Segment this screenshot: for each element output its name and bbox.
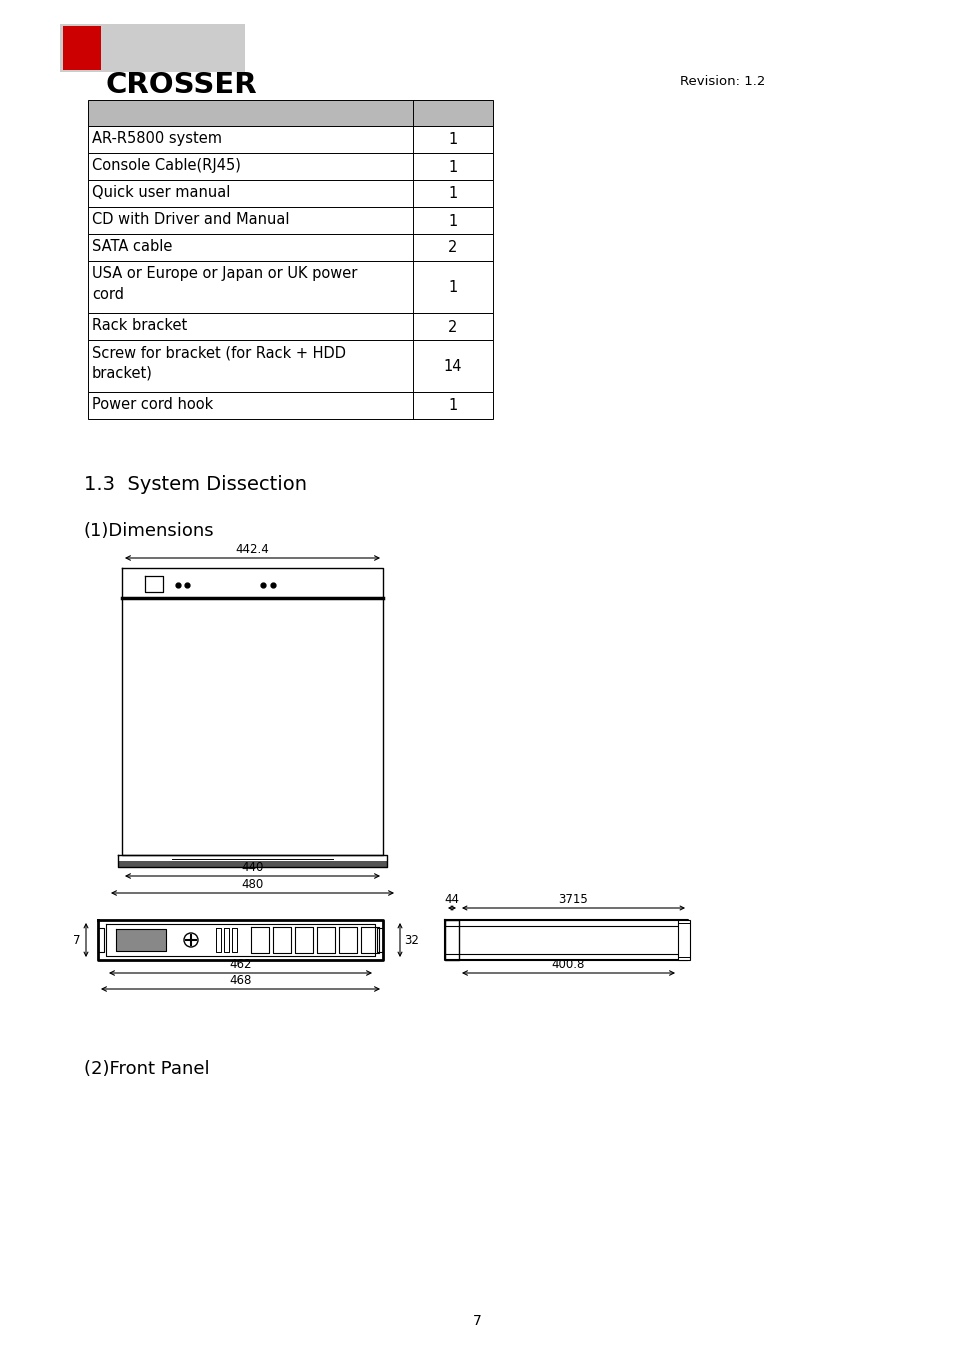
Text: SATA cable: SATA cable [91, 239, 172, 254]
Text: 1: 1 [448, 213, 457, 228]
Bar [88, 234, 493, 261]
Text: 14: 14 [443, 359, 462, 374]
Text: 1.3  System Dissection: 1.3 System Dissection [84, 475, 307, 494]
Text: 2: 2 [448, 240, 457, 255]
Text: 2: 2 [448, 320, 457, 335]
Text: 462: 462 [229, 958, 252, 971]
Text: (2)Front Panel: (2)Front Panel [84, 1060, 210, 1079]
Bar [63, 26, 101, 70]
Bar [678, 919, 689, 960]
Text: 7: 7 [472, 1314, 481, 1328]
Bar [116, 929, 166, 950]
Text: Power cord hook: Power cord hook [91, 397, 213, 412]
Bar [88, 100, 493, 126]
Text: (1)Dimensions: (1)Dimensions [84, 522, 214, 540]
Text: Screw for bracket (for Rack + HDD
bracket): Screw for bracket (for Rack + HDD bracke… [91, 346, 346, 381]
Bar [88, 261, 493, 313]
Bar [88, 207, 493, 234]
Text: 468: 468 [229, 973, 252, 987]
Bar [88, 340, 493, 391]
Text: CROSSER: CROSSER [106, 72, 257, 99]
Text: Quick user manual: Quick user manual [91, 185, 230, 200]
Text: 1: 1 [448, 132, 457, 147]
Text: a: a [70, 72, 94, 107]
Bar [118, 861, 387, 867]
Text: Console Cable(RJ45): Console Cable(RJ45) [91, 158, 240, 173]
Text: AR-R5800 system: AR-R5800 system [91, 131, 222, 146]
Text: 440: 440 [241, 861, 263, 873]
Text: 7: 7 [73, 933, 81, 946]
Text: 32: 32 [403, 933, 418, 946]
Bar [88, 313, 493, 340]
Text: 1: 1 [448, 279, 457, 296]
Text: Rack bracket: Rack bracket [91, 319, 187, 333]
Text: CD with Driver and Manual: CD with Driver and Manual [91, 212, 289, 227]
Bar [88, 392, 493, 418]
Text: 400.8: 400.8 [551, 958, 584, 971]
Bar [88, 180, 493, 207]
Text: 442.4: 442.4 [235, 543, 269, 556]
Bar [60, 24, 245, 72]
Bar [88, 126, 493, 153]
Bar [88, 153, 493, 180]
Text: Revision: 1.2: Revision: 1.2 [679, 76, 764, 88]
Text: 480: 480 [241, 878, 263, 891]
Text: 1: 1 [448, 159, 457, 174]
Text: 1: 1 [448, 398, 457, 413]
Text: 44: 44 [444, 892, 459, 906]
Text: 3715: 3715 [558, 892, 588, 906]
Text: USA or Europe or Japan or UK power
cord: USA or Europe or Japan or UK power cord [91, 266, 357, 302]
Text: 1: 1 [448, 186, 457, 201]
